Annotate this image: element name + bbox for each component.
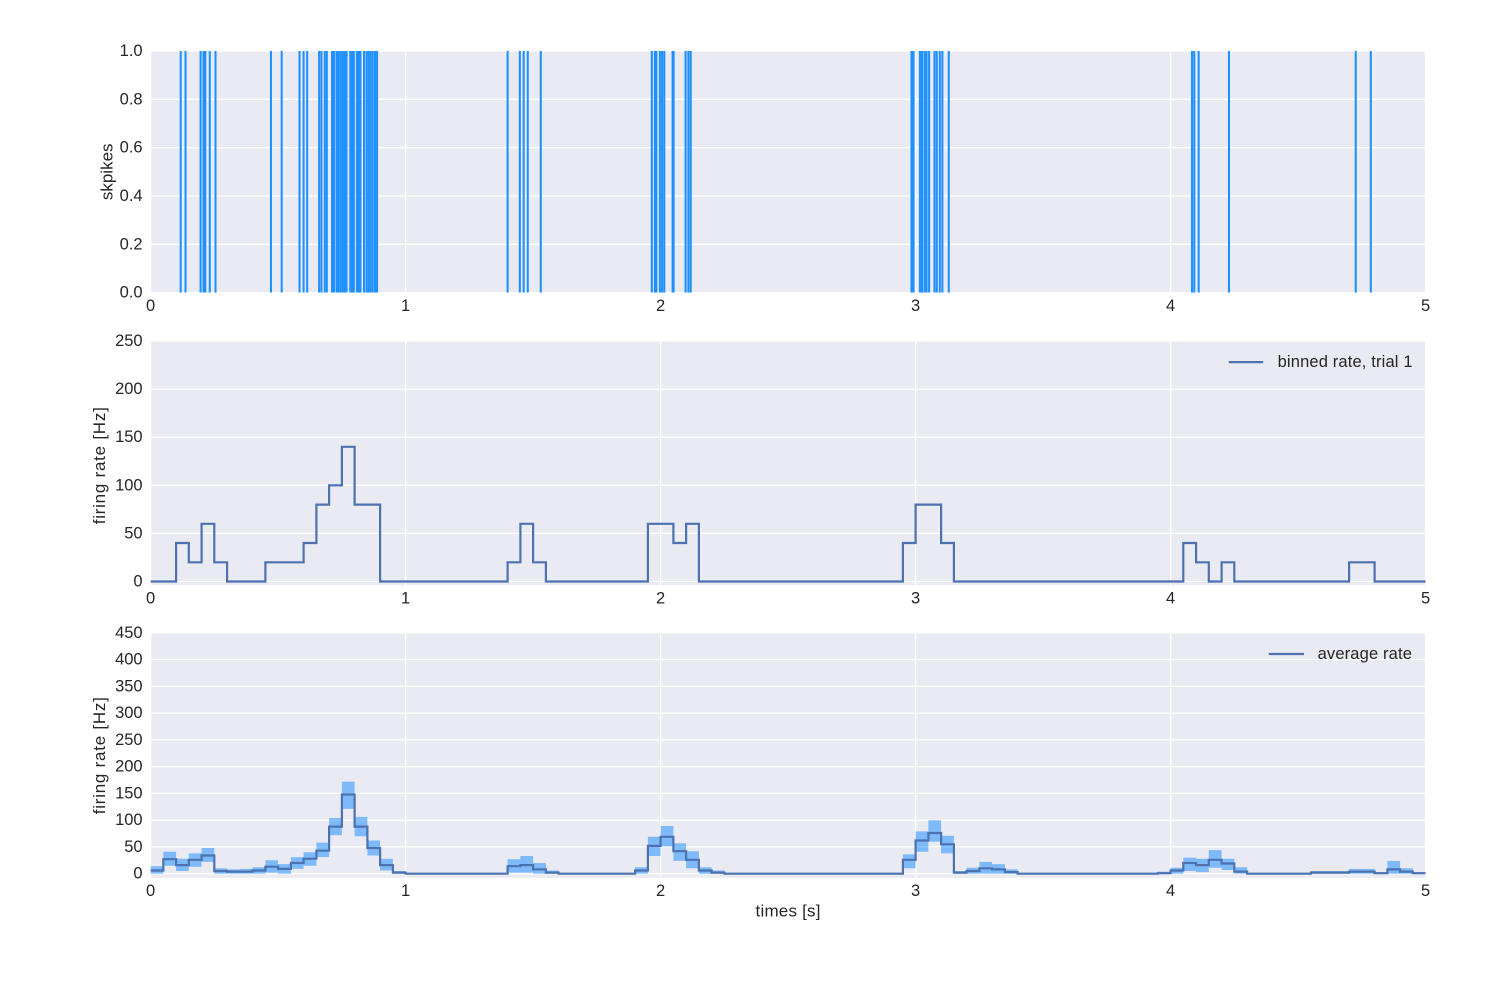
svg-text:0.6: 0.6 xyxy=(120,139,143,157)
svg-text:1.0: 1.0 xyxy=(120,42,143,60)
svg-text:0.4: 0.4 xyxy=(120,187,143,205)
svg-text:0: 0 xyxy=(133,865,142,883)
svg-text:4: 4 xyxy=(1166,882,1175,900)
svg-text:50: 50 xyxy=(124,838,142,856)
svg-text:200: 200 xyxy=(115,758,143,776)
svg-text:binned rate, trial 1: binned rate, trial 1 xyxy=(1278,353,1413,371)
svg-text:450: 450 xyxy=(115,624,143,642)
svg-text:0: 0 xyxy=(146,882,155,900)
svg-text:0.0: 0.0 xyxy=(120,284,143,302)
svg-text:100: 100 xyxy=(115,811,143,829)
svg-text:5: 5 xyxy=(1421,297,1430,315)
svg-text:250: 250 xyxy=(115,332,143,350)
svg-text:400: 400 xyxy=(115,651,143,669)
svg-text:150: 150 xyxy=(115,784,143,802)
svg-text:250: 250 xyxy=(115,731,143,749)
svg-text:times [s]: times [s] xyxy=(756,902,821,921)
svg-text:firing rate [Hz]: firing rate [Hz] xyxy=(90,696,109,814)
svg-text:average rate: average rate xyxy=(1318,645,1412,663)
svg-text:firing rate [Hz]: firing rate [Hz] xyxy=(90,406,109,524)
svg-text:0: 0 xyxy=(133,573,142,591)
svg-text:1: 1 xyxy=(401,297,410,315)
svg-text:1: 1 xyxy=(401,882,410,900)
svg-text:350: 350 xyxy=(115,677,143,695)
svg-text:150: 150 xyxy=(115,428,143,446)
svg-text:skpikes: skpikes xyxy=(98,143,117,200)
svg-text:2: 2 xyxy=(656,882,665,900)
svg-text:0: 0 xyxy=(146,297,155,315)
svg-text:0.8: 0.8 xyxy=(120,90,143,108)
svg-text:5: 5 xyxy=(1421,589,1430,607)
svg-text:4: 4 xyxy=(1166,589,1175,607)
svg-text:1: 1 xyxy=(401,589,410,607)
svg-text:3: 3 xyxy=(911,297,920,315)
svg-text:3: 3 xyxy=(911,882,920,900)
svg-text:3: 3 xyxy=(911,589,920,607)
svg-text:300: 300 xyxy=(115,704,143,722)
svg-text:5: 5 xyxy=(1421,882,1430,900)
svg-text:2: 2 xyxy=(656,589,665,607)
svg-text:100: 100 xyxy=(115,476,143,494)
svg-text:2: 2 xyxy=(656,297,665,315)
svg-text:200: 200 xyxy=(115,380,143,398)
svg-text:4: 4 xyxy=(1166,297,1175,315)
svg-text:0: 0 xyxy=(146,589,155,607)
svg-text:0.2: 0.2 xyxy=(120,235,143,253)
svg-text:50: 50 xyxy=(124,524,142,542)
